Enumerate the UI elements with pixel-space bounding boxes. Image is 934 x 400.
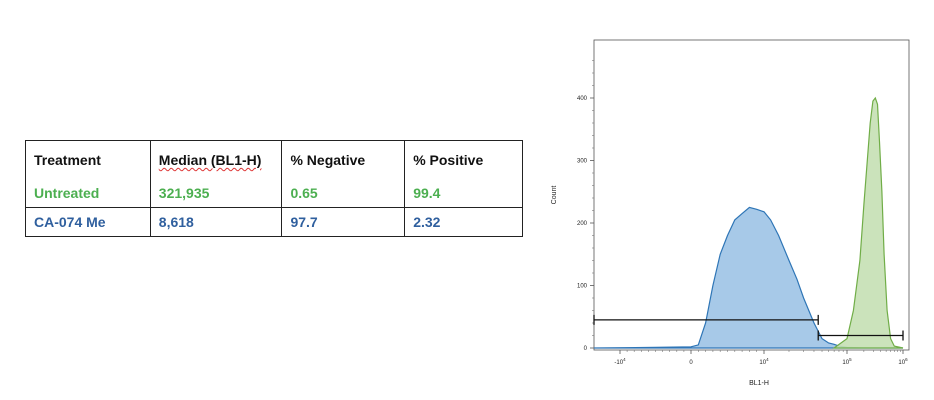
table-cell: Untreated	[25, 179, 151, 208]
gate-negative	[593, 314, 819, 325]
stats-table: Treatment Median (BL1-H) % Negative % Po…	[25, 140, 523, 237]
histogram-chart: 0 100 200 300 400 -104 0 104 105 106 Count BL1-H	[551, 39, 910, 387]
table-cell: 97.7	[281, 207, 406, 237]
x-axis-label: BL1-H	[749, 380, 769, 387]
gate-positive	[817, 330, 904, 341]
table-cell: 321,935	[149, 179, 283, 208]
header-negative: % Negative	[281, 140, 406, 179]
table-cell: 99.4	[404, 179, 523, 208]
y-tick-label: 100	[577, 284, 588, 290]
x-tick-label: 105	[842, 357, 852, 366]
x-tick-label: 106	[898, 357, 908, 366]
table-cell: 2.32	[404, 207, 523, 237]
y-tick-label: 0	[584, 346, 588, 352]
series-layer	[593, 96, 904, 349]
table-header-row: Treatment Median (BL1-H) % Negative % Po…	[25, 140, 523, 179]
series-area-untreated	[832, 96, 904, 349]
header-median-text: Median (BL1-H)	[158, 152, 262, 168]
table-row-ca074: CA-074 Me 8,618 97.7 2.32	[25, 207, 523, 237]
y-axis-label: Count	[551, 186, 558, 205]
table-row-untreated: Untreated 321,935 0.65 99.4	[25, 179, 523, 208]
gates-layer	[593, 314, 904, 341]
table-cell: 0.65	[281, 179, 406, 208]
x-tick-label: -104	[614, 357, 626, 366]
header-median: Median (BL1-H)	[149, 140, 283, 179]
axes: 0 100 200 300 400 -104 0 104 105 106	[577, 39, 910, 366]
y-tick-label: 400	[577, 96, 588, 102]
y-tick-label: 200	[577, 221, 588, 227]
y-tick-label: 300	[577, 159, 588, 165]
x-tick-label: 0	[689, 360, 693, 366]
x-tick-label: 104	[759, 357, 769, 366]
plot-frame	[593, 39, 910, 351]
table-cell: CA-074 Me	[25, 207, 151, 237]
table-cell: 8,618	[149, 207, 283, 237]
header-positive: % Positive	[404, 140, 523, 179]
header-treatment: Treatment	[25, 140, 151, 179]
